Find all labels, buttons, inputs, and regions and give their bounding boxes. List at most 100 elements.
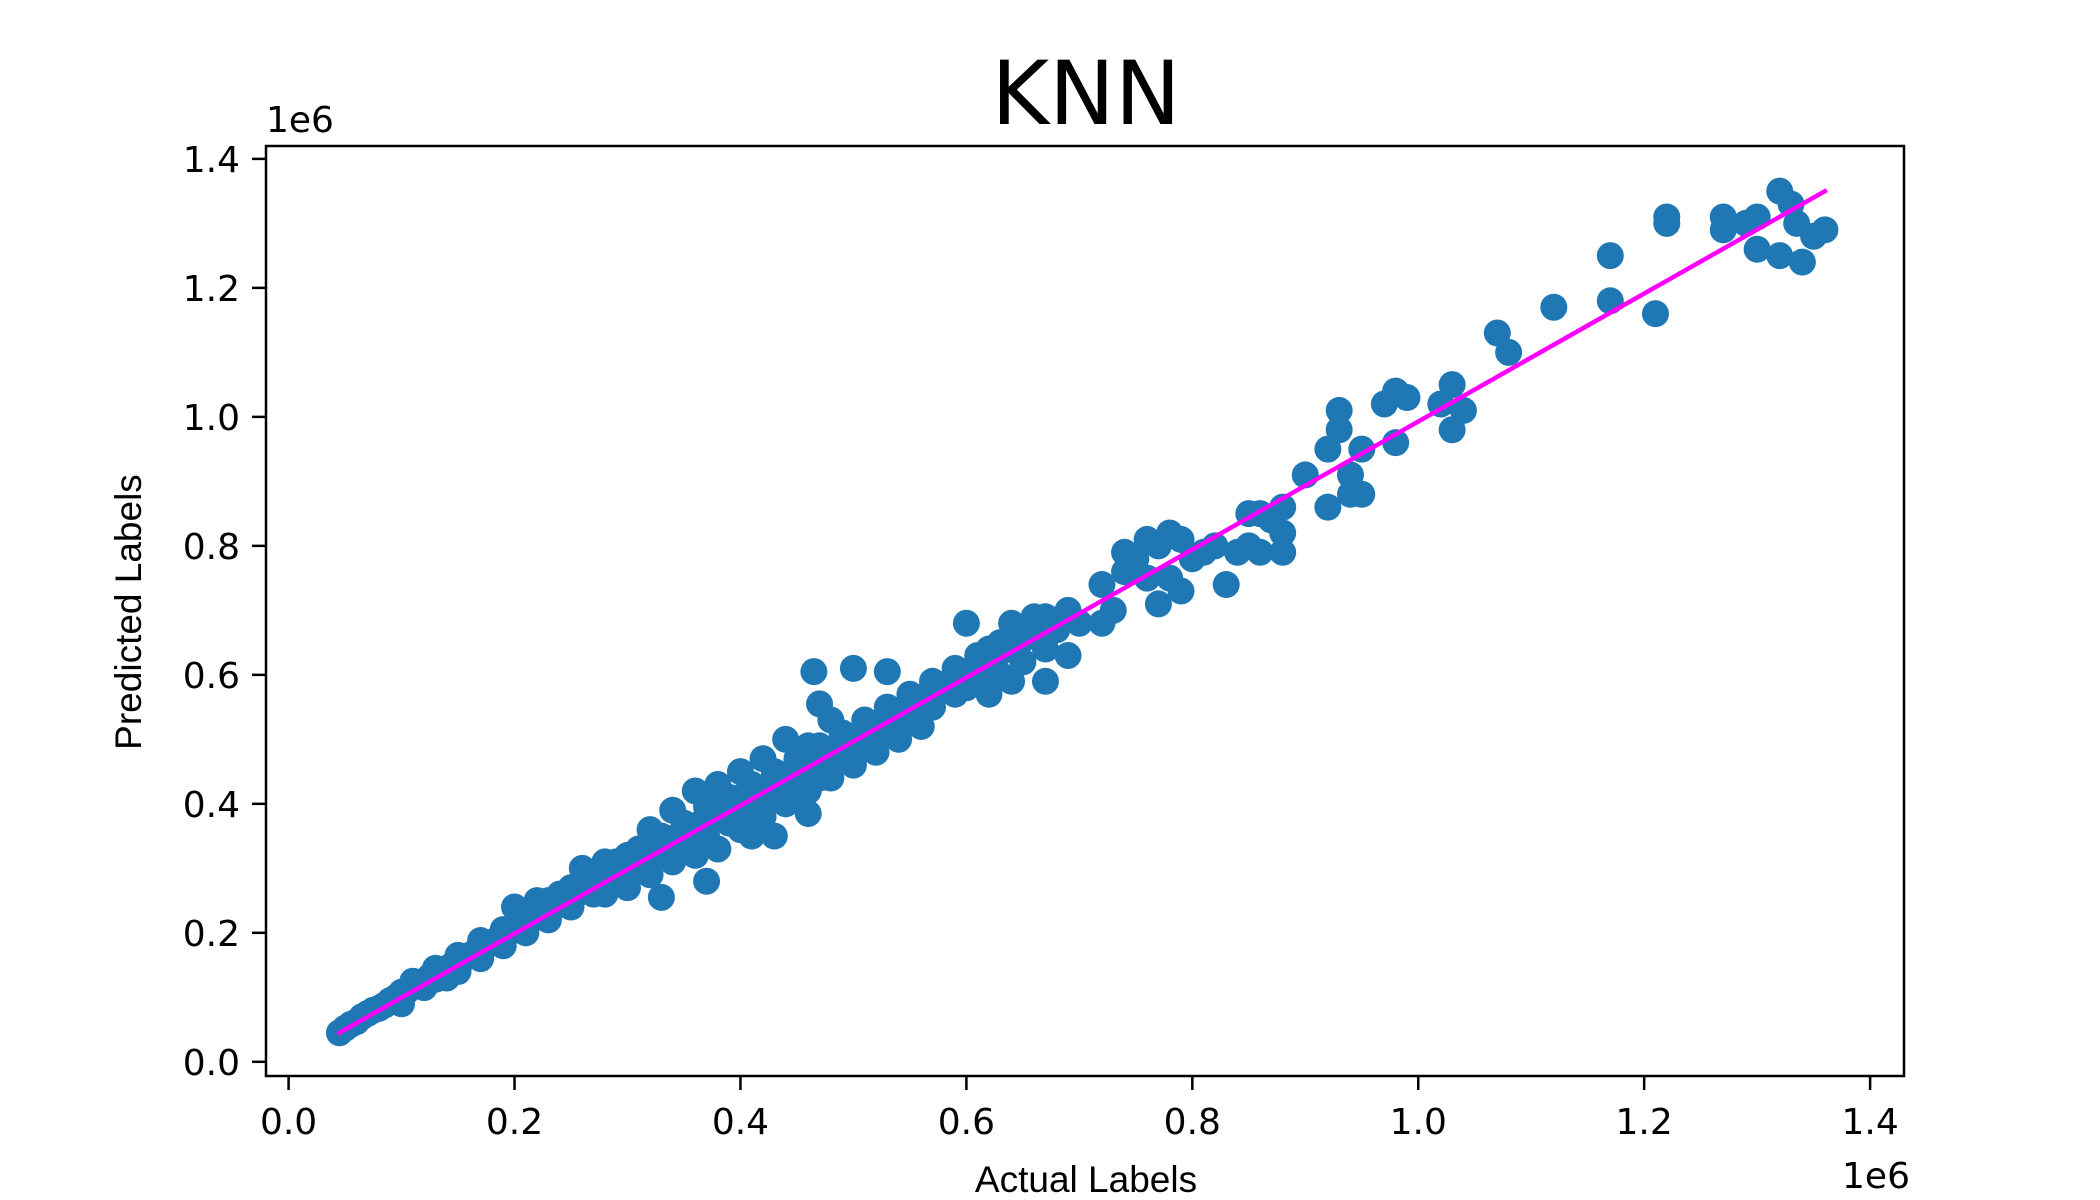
scatter-point: [1031, 667, 1059, 695]
scatter-point: [975, 635, 1003, 663]
scatter-point: [1246, 538, 1274, 566]
scatter-point: [873, 693, 901, 721]
scatter-point: [794, 800, 822, 828]
scatter-point: [1641, 300, 1669, 328]
scatter-point: [613, 841, 641, 869]
scatter-point: [1788, 248, 1816, 276]
scatter-point: [851, 706, 879, 734]
scatter-point: [1088, 571, 1116, 599]
x-tick-label: 1.4: [1841, 1102, 1898, 1143]
scatter-point: [839, 654, 867, 682]
scatter-point: [1020, 603, 1048, 631]
y-offset-label: 1e6: [266, 100, 334, 141]
scatter-point: [839, 751, 867, 779]
y-tick-label: 1.0: [183, 398, 240, 439]
scatter-point: [693, 867, 721, 895]
scatter-point: [1314, 435, 1342, 463]
fit-line: [336, 188, 1828, 1036]
chart-title: KNN: [991, 42, 1180, 145]
scatter-point: [1269, 538, 1297, 566]
x-tick-label: 0.2: [486, 1102, 543, 1143]
x-tick-label: 0.0: [260, 1102, 317, 1143]
scatter-point: [388, 990, 416, 1018]
scatter-point: [1393, 384, 1421, 412]
scatter-point: [806, 690, 834, 718]
scatter-point: [568, 854, 596, 882]
scatter-point: [681, 777, 709, 805]
scatter-point: [546, 880, 574, 908]
y-tick-label: 0.6: [183, 656, 240, 697]
scatter-point: [1438, 371, 1466, 399]
y-tick-label: 1.2: [183, 269, 240, 310]
scatter-point: [760, 822, 788, 850]
scatter-point: [794, 732, 822, 760]
scatter-point: [1495, 338, 1523, 366]
scatter-point: [726, 758, 754, 786]
scatter-point: [647, 883, 675, 911]
y-tick-label: 0.0: [183, 1043, 240, 1084]
scatter-point: [772, 725, 800, 753]
scatter-point: [1449, 396, 1477, 424]
plot-area: [325, 177, 1839, 1047]
x-axis-label: Actual Labels: [975, 1159, 1197, 1200]
scatter-point: [636, 861, 664, 889]
scatter-point: [800, 658, 828, 686]
scatter-point: [794, 777, 822, 805]
scatter-point: [704, 835, 732, 863]
scatter-point: [523, 887, 551, 915]
scatter-point: [975, 680, 1003, 708]
scatter-point: [738, 822, 766, 850]
scatter-point: [919, 667, 946, 695]
x-tick-label: 1.2: [1616, 1102, 1673, 1143]
scatter-point: [885, 725, 913, 753]
x-tick-label: 1.0: [1390, 1102, 1447, 1143]
scatter-point: [749, 745, 777, 773]
scatter-point: [591, 848, 619, 876]
y-tick-label: 0.2: [183, 914, 240, 955]
scatter-point: [1596, 242, 1624, 270]
y-tick-label: 0.4: [183, 785, 240, 826]
scatter-point: [1709, 203, 1737, 231]
scatter-point: [1540, 293, 1568, 321]
scatter-point: [907, 712, 935, 740]
scatter-point: [896, 680, 924, 708]
scatter-point: [501, 893, 529, 921]
scatter-point: [1766, 242, 1794, 270]
scatter-point: [1099, 596, 1127, 624]
x-tick-label: 0.4: [712, 1102, 769, 1143]
scatter-point: [704, 770, 732, 798]
scatter-point: [659, 848, 687, 876]
scatter-point: [1743, 235, 1771, 263]
scatter-point: [659, 796, 687, 824]
scatter-point: [613, 874, 641, 902]
x-tick-label: 0.8: [1164, 1102, 1221, 1143]
y-axis-label: Predicted Labels: [108, 474, 149, 750]
scatter-point: [1653, 203, 1681, 231]
scatter-point: [817, 764, 845, 792]
scatter-point: [1054, 642, 1082, 669]
scatter-point: [1325, 396, 1353, 424]
y-tick-label: 1.4: [183, 140, 240, 181]
scatter-point: [636, 816, 664, 844]
scatter-point: [1167, 577, 1195, 605]
scatter-point: [1111, 558, 1139, 586]
scatter-point: [1144, 590, 1172, 618]
scatter-point: [1314, 493, 1342, 521]
y-tick-label: 0.8: [183, 527, 240, 568]
scatter-point: [1269, 519, 1297, 547]
plot-frame: [264, 144, 1906, 1078]
scatter-point: [998, 609, 1026, 637]
scatter-point: [1348, 480, 1376, 508]
scatter-point: [1783, 209, 1811, 237]
scatter-point: [998, 667, 1026, 695]
scatter-point: [1811, 216, 1839, 244]
scatter-point: [681, 841, 709, 869]
scatter-point: [952, 609, 980, 637]
scatter-point: [772, 790, 800, 818]
x-tick-label: 0.6: [938, 1102, 995, 1143]
x-offset-label: 1e6: [1842, 1156, 1910, 1197]
scatter-point: [873, 658, 901, 686]
